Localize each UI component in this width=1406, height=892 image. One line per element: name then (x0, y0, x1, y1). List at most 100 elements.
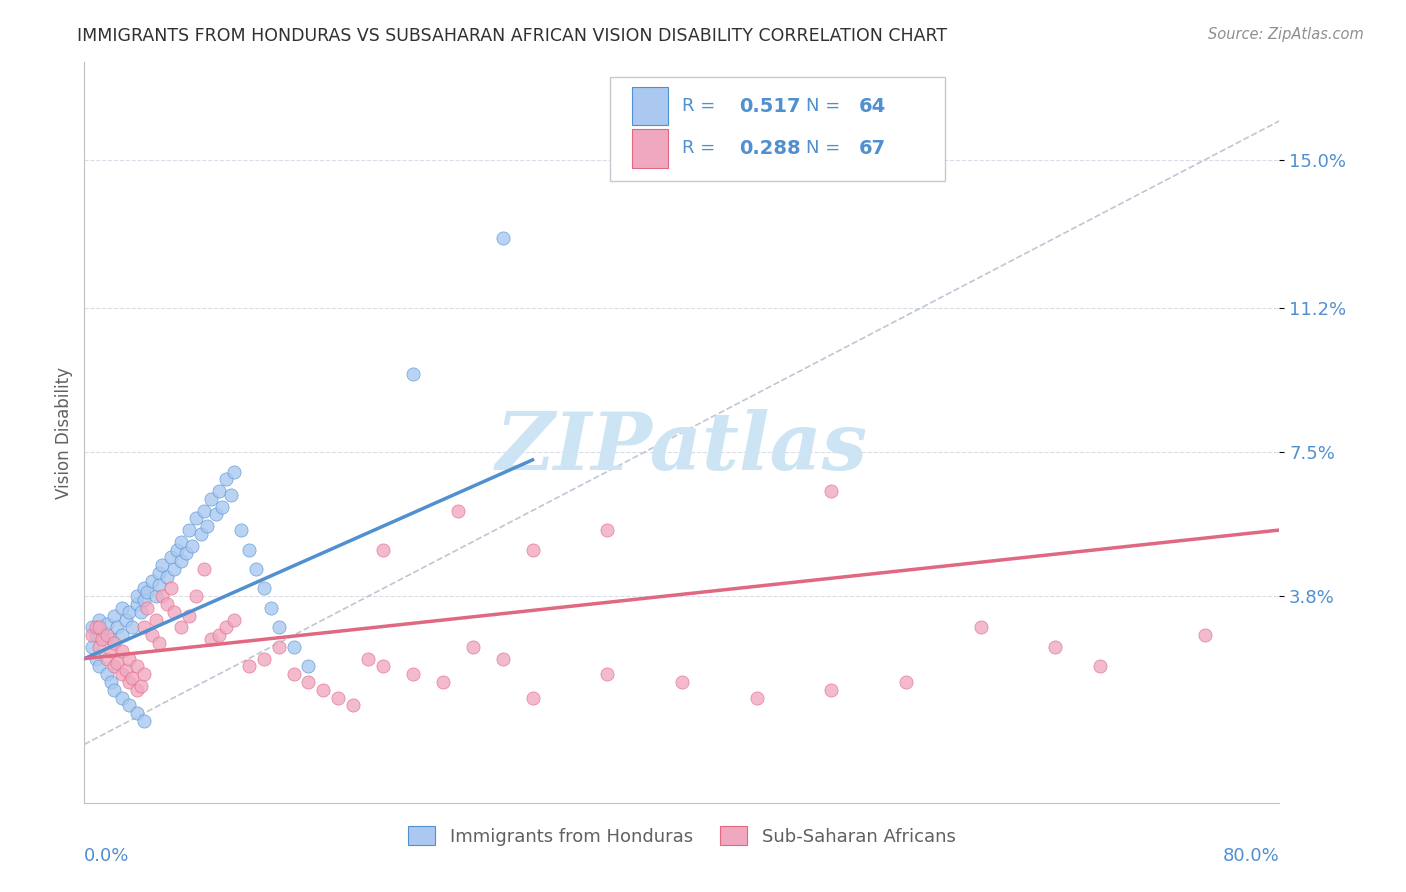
Point (96, 628, 118, 642)
Point (245, 562, 267, 576)
Point (970, 620, 993, 634)
Point (671, 675, 693, 690)
Point (163, 562, 186, 576)
Text: 64: 64 (859, 96, 886, 116)
Point (129, 679, 152, 693)
Point (170, 534, 193, 549)
Point (89, 659, 111, 673)
Point (111, 644, 134, 658)
Point (80, 628, 103, 642)
Point (148, 566, 170, 580)
Point (141, 574, 163, 588)
Point (96, 667, 118, 681)
Point (522, 690, 544, 705)
Point (103, 636, 125, 650)
Point (132, 714, 156, 728)
Point (894, 675, 917, 690)
Point (89, 640, 111, 654)
Point (215, 620, 238, 634)
Point (1090, 659, 1112, 673)
Point (118, 651, 141, 665)
Point (132, 582, 156, 596)
Point (1045, 640, 1067, 654)
Point (297, 675, 319, 690)
Point (89, 613, 111, 627)
Point (267, 640, 290, 654)
Point (820, 682, 842, 697)
Point (118, 675, 141, 690)
Point (163, 605, 186, 619)
Point (160, 550, 183, 565)
Point (80, 620, 103, 634)
Point (186, 511, 208, 525)
Point (86, 628, 108, 642)
Point (100, 632, 122, 647)
Point (115, 663, 138, 677)
Y-axis label: Vision Disability: Vision Disability (55, 367, 73, 499)
Point (103, 608, 125, 623)
Point (238, 659, 260, 673)
Point (125, 706, 148, 721)
Point (1194, 628, 1216, 642)
Point (125, 659, 148, 673)
Point (181, 539, 204, 553)
Point (80, 640, 103, 654)
Point (111, 628, 134, 642)
Point (125, 682, 148, 697)
Point (118, 605, 141, 619)
Point (219, 488, 242, 502)
Point (145, 613, 167, 627)
Point (86, 620, 108, 634)
Point (283, 640, 305, 654)
Point (125, 597, 148, 611)
Point (215, 472, 238, 486)
Point (132, 620, 156, 634)
Point (447, 503, 470, 517)
Point (160, 582, 183, 596)
Point (205, 508, 228, 522)
Point (91, 632, 114, 647)
Point (190, 527, 212, 541)
Point (492, 651, 515, 665)
Point (118, 698, 141, 713)
Legend: Immigrants from Honduras, Sub-Saharan Africans: Immigrants from Honduras, Sub-Saharan Af… (401, 819, 963, 853)
FancyBboxPatch shape (610, 78, 945, 181)
Point (170, 620, 193, 634)
Point (86, 651, 108, 665)
Point (238, 542, 260, 557)
Point (103, 682, 125, 697)
Point (312, 682, 335, 697)
Text: N =: N = (806, 139, 846, 157)
Point (174, 546, 197, 560)
Point (111, 667, 134, 681)
Point (253, 651, 276, 665)
Point (596, 667, 619, 681)
Text: IMMIGRANTS FROM HONDURAS VS SUBSAHARAN AFRICAN VISION DISABILITY CORRELATION CHA: IMMIGRANTS FROM HONDURAS VS SUBSAHARAN A… (77, 27, 948, 45)
Point (170, 554, 193, 568)
Point (208, 628, 231, 642)
Point (208, 484, 231, 499)
Text: R =: R = (682, 97, 721, 115)
Text: R =: R = (682, 139, 721, 157)
Point (461, 640, 484, 654)
Text: 0.517: 0.517 (740, 96, 801, 116)
Text: Source: ZipAtlas.com: Source: ZipAtlas.com (1208, 27, 1364, 42)
FancyBboxPatch shape (631, 129, 668, 168)
Point (148, 577, 170, 591)
Point (111, 601, 134, 615)
Point (166, 542, 188, 557)
Point (432, 675, 454, 690)
Point (253, 582, 276, 596)
Point (357, 651, 380, 665)
Point (105, 620, 128, 634)
Text: 67: 67 (859, 139, 886, 158)
FancyBboxPatch shape (631, 87, 668, 126)
Point (522, 542, 544, 557)
Point (267, 620, 290, 634)
Point (103, 659, 125, 673)
Point (150, 589, 173, 603)
Point (195, 519, 218, 533)
Point (145, 589, 167, 603)
Point (89, 620, 111, 634)
Point (129, 605, 152, 619)
